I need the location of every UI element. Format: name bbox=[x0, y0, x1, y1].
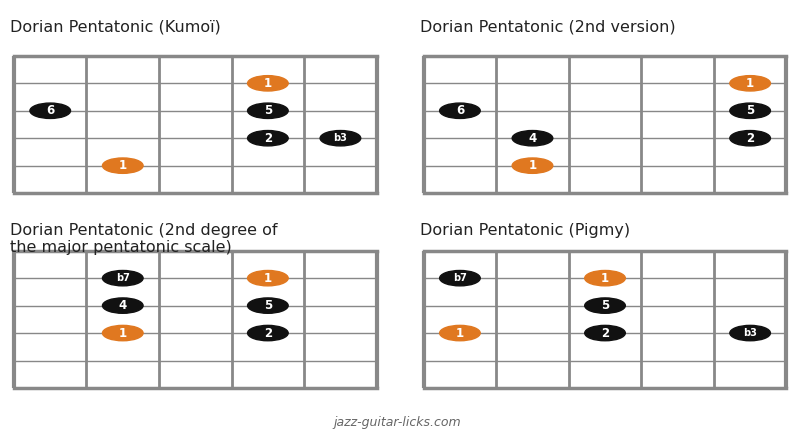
Text: Dorian Pentatonic (Pigmy): Dorian Pentatonic (Pigmy) bbox=[420, 223, 630, 238]
Text: 1: 1 bbox=[264, 271, 272, 284]
Circle shape bbox=[512, 158, 553, 173]
Text: 1: 1 bbox=[746, 77, 754, 90]
Circle shape bbox=[730, 76, 770, 91]
Circle shape bbox=[248, 103, 288, 119]
Text: 1: 1 bbox=[119, 159, 127, 172]
Circle shape bbox=[584, 271, 626, 286]
Text: b3: b3 bbox=[333, 133, 347, 143]
Circle shape bbox=[512, 130, 553, 146]
Circle shape bbox=[102, 298, 143, 313]
Text: b3: b3 bbox=[743, 328, 757, 338]
Circle shape bbox=[730, 130, 770, 146]
Circle shape bbox=[248, 130, 288, 146]
Circle shape bbox=[730, 103, 770, 119]
Text: 4: 4 bbox=[528, 132, 537, 145]
Text: b7: b7 bbox=[453, 273, 467, 283]
Circle shape bbox=[584, 298, 626, 313]
Circle shape bbox=[730, 325, 770, 341]
Text: 4: 4 bbox=[118, 299, 127, 312]
Circle shape bbox=[30, 103, 71, 119]
Circle shape bbox=[102, 325, 143, 341]
Text: jazz-guitar-licks.com: jazz-guitar-licks.com bbox=[333, 416, 461, 429]
Circle shape bbox=[320, 130, 360, 146]
Text: 5: 5 bbox=[601, 299, 609, 312]
Circle shape bbox=[102, 158, 143, 173]
Text: 5: 5 bbox=[264, 104, 272, 117]
Text: 2: 2 bbox=[746, 132, 754, 145]
Text: 5: 5 bbox=[264, 299, 272, 312]
Text: b7: b7 bbox=[116, 273, 129, 283]
Circle shape bbox=[440, 103, 480, 119]
Text: 1: 1 bbox=[456, 326, 464, 339]
Text: 1: 1 bbox=[601, 271, 609, 284]
Circle shape bbox=[248, 271, 288, 286]
Circle shape bbox=[102, 271, 143, 286]
Text: 2: 2 bbox=[264, 326, 272, 339]
Text: 5: 5 bbox=[746, 104, 754, 117]
Text: 6: 6 bbox=[456, 104, 464, 117]
Text: 1: 1 bbox=[264, 77, 272, 90]
Circle shape bbox=[440, 325, 480, 341]
Circle shape bbox=[248, 325, 288, 341]
Text: Dorian Pentatonic (2nd version): Dorian Pentatonic (2nd version) bbox=[420, 19, 676, 35]
Circle shape bbox=[584, 325, 626, 341]
Text: 2: 2 bbox=[601, 326, 609, 339]
Text: 1: 1 bbox=[529, 159, 537, 172]
Circle shape bbox=[248, 298, 288, 313]
Text: Dorian Pentatonic (2nd degree of
the major pentatonic scale): Dorian Pentatonic (2nd degree of the maj… bbox=[10, 223, 278, 255]
Text: 6: 6 bbox=[46, 104, 54, 117]
Text: 2: 2 bbox=[264, 132, 272, 145]
Circle shape bbox=[440, 271, 480, 286]
Text: 1: 1 bbox=[119, 326, 127, 339]
Circle shape bbox=[248, 76, 288, 91]
Text: Dorian Pentatonic (Kumoï): Dorian Pentatonic (Kumoï) bbox=[10, 19, 221, 35]
